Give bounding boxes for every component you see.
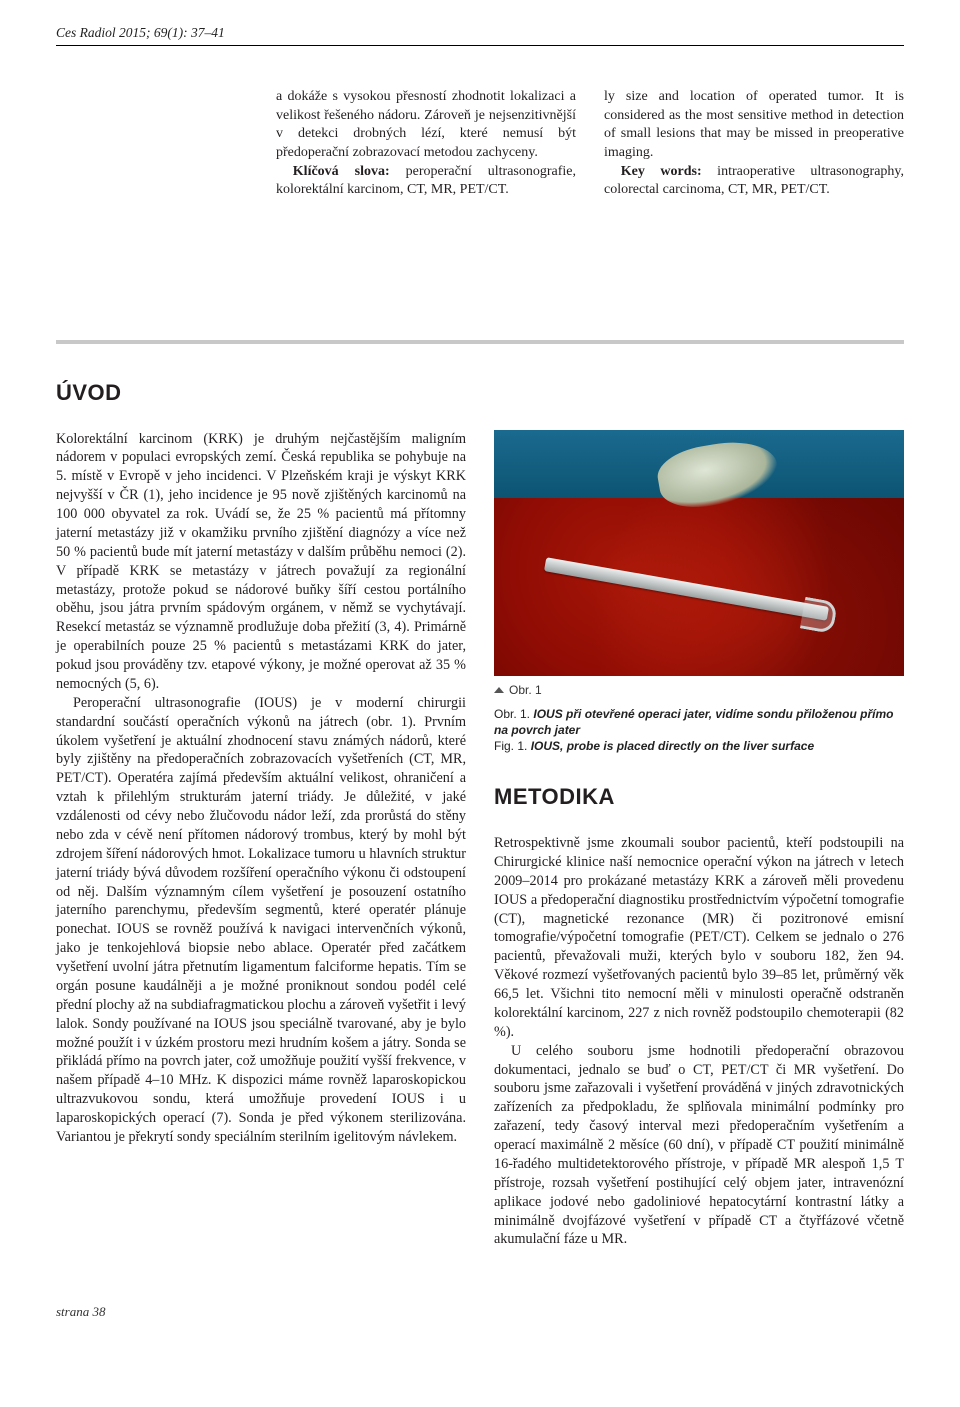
right-column: Obr. 1 Obr. 1. IOUS při otevřené operaci… (494, 430, 904, 1250)
figure-1-caption: Obr. 1. IOUS při otevřené operaci jater,… (494, 706, 904, 755)
abstract-cz-kw-label: Klíčová slova: (293, 164, 390, 179)
main-columns: Kolorektální karcinom (KRK) je druhým ne… (56, 430, 904, 1250)
figure-1-short-label: Obr. 1 (509, 683, 542, 697)
figure-1: Obr. 1 Obr. 1. IOUS při otevřené operaci… (494, 430, 904, 755)
section-divider (56, 340, 904, 344)
heading-metodika: METODIKA (494, 782, 904, 812)
figure-1-en-label: Fig. 1. (494, 739, 527, 753)
metodika-paragraph-2: U celého souboru jsme hodnotili předoper… (494, 1042, 904, 1250)
abstract-en-text: ly size and location of operated tumor. … (604, 89, 904, 160)
abstract-column-en: ly size and location of operated tumor. … (604, 88, 904, 200)
abstract-cz-text: a dokáže s vysokou přesností zhodnotit l… (276, 89, 576, 160)
running-head-rule (56, 45, 904, 46)
abstract-en-kw-label: Key words: (621, 164, 702, 179)
figure-1-image (494, 430, 904, 676)
left-column: Kolorektální karcinom (KRK) je druhým ne… (56, 430, 466, 1250)
figure-1-en-title: IOUS, probe is placed directly on the li… (527, 739, 814, 753)
uvod-paragraph-2: Peroperační ultrasonografie (IOUS) je v … (56, 694, 466, 1147)
page-footer: strana 38 (56, 1303, 904, 1321)
heading-uvod: ÚVOD (56, 378, 904, 408)
figure-1-shortcaption: Obr. 1 (494, 682, 904, 698)
abstract-column-cz: a dokáže s vysokou přesností zhodnotit l… (276, 88, 576, 200)
figure-1-cz-label: Obr. 1. (494, 707, 530, 721)
figure-1-cz-title: IOUS při otevřené operaci jater, vidíme … (494, 707, 893, 737)
running-head: Ces Radiol 2015; 69(1): 37–41 (56, 24, 904, 45)
uvod-body: Kolorektální karcinom (KRK) je druhým ne… (56, 430, 466, 1147)
metodika-body: Retrospektivně jsme zkoumali soubor paci… (494, 834, 904, 1249)
abstract-block: a dokáže s vysokou přesností zhodnotit l… (276, 88, 904, 200)
metodika-paragraph-1: Retrospektivně jsme zkoumali soubor paci… (494, 834, 904, 1042)
caption-triangle-icon (494, 687, 504, 693)
uvod-paragraph-1: Kolorektální karcinom (KRK) je druhým ne… (56, 430, 466, 694)
